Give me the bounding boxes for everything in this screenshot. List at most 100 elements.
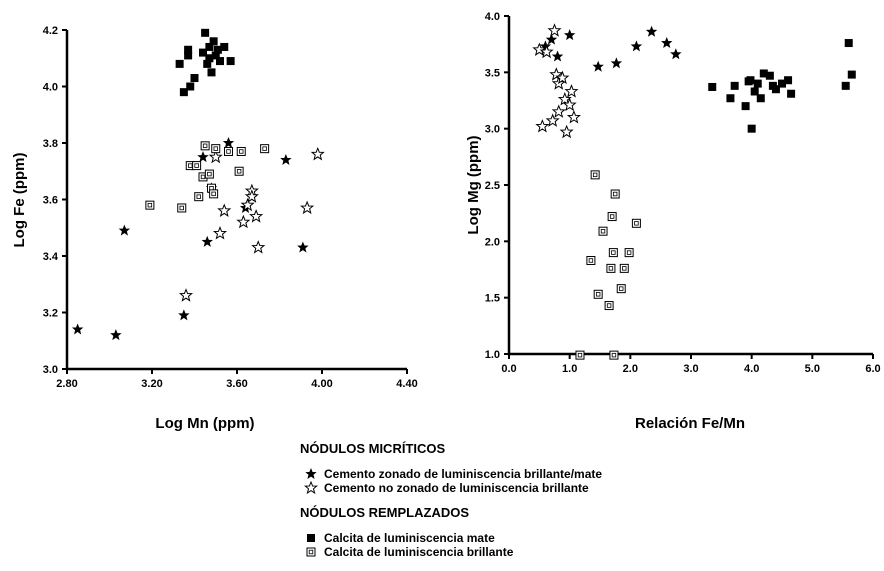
data-point-open-star [208, 149, 223, 164]
data-point-open-square [619, 263, 629, 273]
y-tick-label: 3.5 [485, 67, 500, 79]
data-point-open-star [559, 124, 574, 139]
y-tick-label: 2.5 [485, 180, 500, 192]
data-point-open-square [209, 189, 219, 199]
data-point-filled-square [726, 94, 735, 103]
data-point-open-star [547, 23, 562, 37]
data-point-open-star [178, 288, 194, 302]
chart-fe-vs-mn: 2.80 3.20 3.60 4.00 4.40 3.0 3.2 3.4 3.6 3.8 4.0 4.… [11, 25, 418, 432]
data-point-open-square [211, 144, 221, 154]
open-square-icon [304, 545, 318, 559]
data-point-open-square [575, 350, 585, 360]
data-point-open-square [236, 146, 246, 156]
data-point-filled-star [645, 25, 658, 37]
data-point-open-square [610, 189, 620, 199]
x-tick-label: 2.80 [56, 378, 77, 390]
data-point-open-square [145, 200, 155, 210]
data-point-filled-star [610, 57, 623, 69]
y-tick-label: 3.8 [43, 138, 58, 150]
y-axis-title: Log Mg (ppm) [465, 135, 482, 234]
data-point-filled-square [190, 74, 199, 83]
legend-item-filled-star: Cemento zonado de luminiscencia brillant… [304, 467, 602, 481]
y-tick-label: 4.2 [43, 25, 58, 37]
data-point-open-star [535, 119, 550, 133]
data-point-filled-square [747, 124, 756, 133]
data-point-filled-square [209, 37, 218, 46]
data-point-open-square [204, 169, 214, 179]
x-tick-label: 6.0 [865, 363, 880, 375]
legend-heading-nodulos-remplazados: NÓDULOS REMPLAZADOS [300, 505, 469, 520]
data-point-filled-square [741, 102, 750, 111]
data-point-open-square [624, 248, 634, 258]
data-point-open-star [310, 146, 325, 161]
data-point-filled-square [205, 42, 214, 51]
data-point-filled-square [756, 94, 765, 103]
data-point-filled-square [841, 81, 850, 90]
data-point-open-star [564, 84, 579, 98]
data-point-filled-square [207, 68, 216, 77]
legend-heading-nodulos-microticos: NÓDULOS MICRÍTICOS [300, 441, 446, 456]
data-point-filled-square [844, 39, 853, 48]
data-point-open-star [545, 113, 560, 127]
data-point-open-square [607, 212, 617, 222]
data-point-filled-star [630, 40, 643, 52]
data-point-open-square [598, 226, 608, 236]
data-point-open-star [539, 44, 554, 59]
x-tick-label: 3.0 [683, 363, 698, 375]
data-point-filled-star [563, 29, 576, 41]
data-point-open-star [251, 240, 266, 254]
data-point-filled-star [661, 37, 673, 49]
data-point-filled-square [771, 85, 780, 94]
data-point-open-square [224, 146, 233, 156]
data-point-filled-square [179, 88, 188, 97]
data-point-open-star [557, 92, 572, 106]
data-point-open-star [212, 226, 228, 240]
data-point-filled-star [71, 323, 84, 335]
data-point-open-square [631, 218, 641, 228]
x-tick-label: 3.60 [226, 378, 247, 390]
legend-item-open-square: Calcita de luminiscencia brillante [304, 545, 513, 559]
data-point-filled-star [178, 309, 190, 321]
data-point-filled-square [730, 81, 739, 90]
data-point-open-star [300, 200, 315, 215]
data-point-open-square [586, 255, 596, 265]
x-tick-label: 4.40 [396, 378, 417, 390]
data-point-filled-square [765, 71, 774, 80]
x-tick-label: 4.0 [744, 363, 759, 375]
data-point-filled-square [753, 79, 762, 88]
data-point-filled-star [297, 241, 309, 253]
data-point-filled-square [750, 87, 759, 96]
data-point-filled-square [201, 28, 210, 37]
data-point-filled-square [205, 54, 214, 63]
data-point-filled-star [280, 153, 292, 165]
chart-mg-vs-femn: 0.0 1.0 2.0 3.0 4.0 5.0 6.01.01.52.02.53.03.54… [465, 11, 881, 432]
y-tick-label: 1.0 [485, 349, 500, 361]
y-tick-label: 3.6 [43, 195, 58, 207]
x-tick-label: 2.0 [623, 363, 638, 375]
data-point-open-square [194, 192, 204, 202]
data-point-open-square [609, 350, 619, 360]
x-tick-label: 5.0 [805, 363, 820, 375]
legend-item-label: Calcita de luminiscencia mate [324, 531, 495, 545]
data-point-open-square [590, 170, 600, 180]
legend-item-open-star: Cemento no zonado de luminiscencia brill… [304, 481, 589, 495]
data-point-open-star [240, 197, 255, 212]
data-point-filled-star [118, 224, 131, 236]
legend-item-label: Cemento zonado de luminiscencia brillant… [324, 467, 603, 481]
y-tick-label: 3.4 [43, 251, 59, 263]
data-point-filled-star [197, 151, 209, 163]
data-point-open-star [555, 70, 570, 85]
y-tick-label: 1.5 [485, 293, 500, 305]
data-point-open-star [532, 42, 547, 56]
data-point-open-square [260, 144, 270, 154]
data-point-filled-square [186, 82, 195, 91]
y-tick-label: 3.0 [485, 124, 500, 136]
data-point-filled-square [778, 79, 786, 88]
data-point-filled-star [592, 60, 604, 72]
data-point-open-star [236, 214, 251, 229]
data-point-filled-square [746, 76, 755, 85]
y-tick-label: 2.0 [485, 236, 500, 248]
data-point-filled-star [110, 329, 122, 341]
data-point-filled-star [670, 48, 682, 60]
